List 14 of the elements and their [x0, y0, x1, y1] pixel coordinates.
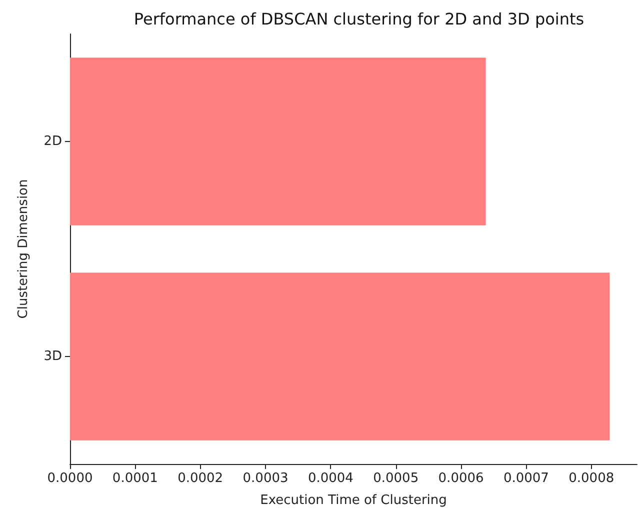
x-tick-label: 0.0006 [438, 471, 484, 486]
x-tick-label: 0.0002 [178, 471, 224, 486]
x-axis-title: Execution Time of Clustering [260, 493, 447, 508]
x-tick-label: 0.0007 [503, 471, 549, 486]
x-tick-label: 0.0003 [242, 471, 288, 486]
y-tick-label: 2D [44, 134, 62, 149]
x-tick-label: 0.0001 [112, 471, 158, 486]
x-tick-label: 0.0000 [47, 471, 93, 486]
x-tick-label: 0.0004 [308, 471, 354, 486]
y-tick-label: 3D [44, 349, 62, 364]
x-tick-label: 0.0008 [568, 471, 614, 486]
y-axis-title: Clustering Dimension [16, 179, 31, 319]
chart-title: Performance of DBSCAN clustering for 2D and 3D points [134, 10, 584, 28]
x-tick-label: 0.0005 [373, 471, 419, 486]
